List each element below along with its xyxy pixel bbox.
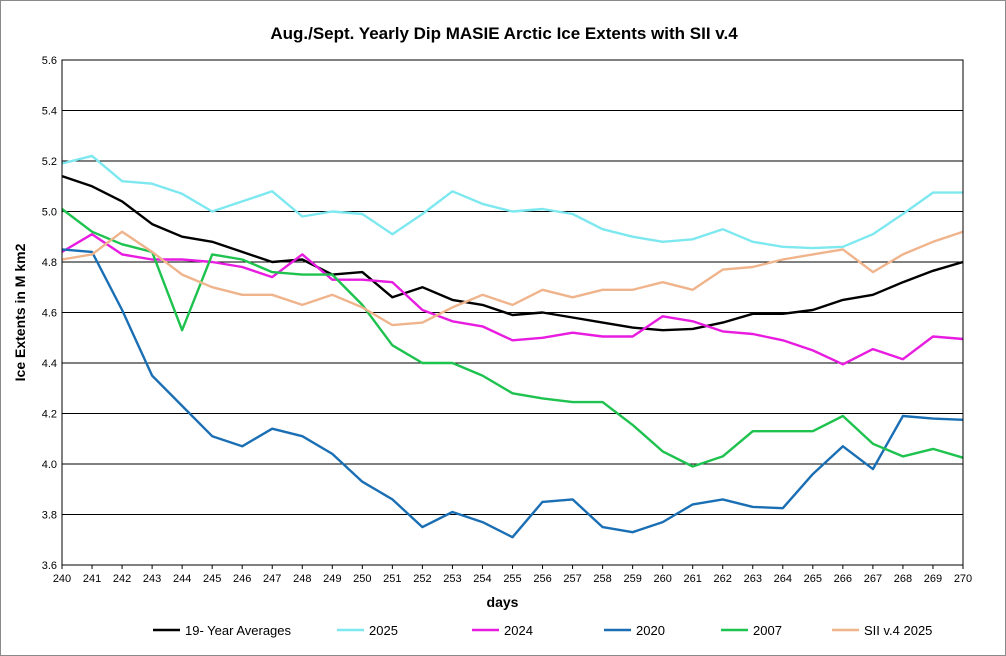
legend-label: 2024: [504, 623, 533, 638]
series-line-2007: [61, 208, 964, 468]
y-tick-labels: 3.6 3.8 4.0 4.2 4.4 4.6 4.8 5.0 5.2 5.4 5.6: [42, 55, 57, 572]
x-tick-label: 262: [714, 573, 732, 585]
x-tick-label: 243: [143, 573, 161, 585]
legend-label: 2007: [753, 623, 782, 638]
x-tick-label: 258: [593, 573, 611, 585]
x-tick-label: 255: [503, 573, 521, 585]
x-tick-label: 247: [263, 573, 281, 585]
series-line-2025: [61, 154, 963, 250]
x-tick-label: 246: [233, 573, 251, 585]
x-tick-labels: 240 241 242 243 244 245 246 247 248 249 250 251 252 2…: [53, 565, 972, 585]
y-tick-label: 3.6: [42, 560, 57, 572]
y-tick-label: 5.0: [42, 207, 57, 219]
y-tick-label: 4.8: [42, 257, 57, 269]
y-tick-label: 4.0: [42, 459, 57, 471]
x-tick-label: 265: [804, 573, 822, 585]
x-tick-label: 254: [473, 573, 491, 585]
y-tick-label: 5.6: [42, 55, 57, 67]
x-tick-label: 241: [83, 573, 101, 585]
x-tick-label: 268: [894, 573, 912, 585]
x-axis-title: days: [487, 594, 519, 610]
gridlines: [62, 59, 963, 566]
x-tick-label: 264: [774, 573, 792, 585]
y-tick-label: 5.4: [42, 106, 57, 118]
y-tick-label: 3.8: [42, 510, 57, 522]
x-tick-label: 253: [443, 573, 461, 585]
x-tick-label: 252: [413, 573, 431, 585]
x-tick-label: 240: [53, 573, 71, 585]
x-tick-label: 251: [383, 573, 401, 585]
legend: 19- Year Averages 2025 2024 2020 2007 SII v.4…: [153, 623, 932, 638]
y-tick-label: 4.4: [42, 358, 57, 370]
x-tick-label: 249: [323, 573, 341, 585]
x-tick-label: 244: [173, 573, 191, 585]
legend-label: SII v.4 2025: [864, 623, 932, 638]
x-tick-label: 267: [864, 573, 882, 585]
y-tick-label: 4.2: [42, 409, 57, 421]
legend-label: 2025: [369, 623, 398, 638]
x-tick-label: 263: [744, 573, 762, 585]
x-tick-label: 257: [563, 573, 581, 585]
series-line-19-year-averages: [61, 174, 964, 332]
x-tick-label: 245: [203, 573, 221, 585]
y-axis-title: Ice Extents in M km2: [12, 243, 28, 381]
x-tick-label: 250: [353, 573, 371, 585]
series-line-2024: [61, 232, 964, 366]
x-tick-label: 270: [954, 573, 972, 585]
x-tick-label: 261: [684, 573, 702, 585]
x-tick-label: 256: [533, 573, 551, 585]
x-tick-label: 266: [834, 573, 852, 585]
x-tick-label: 260: [653, 573, 671, 585]
series-line-sii-v-4-2025: [61, 230, 964, 327]
legend-label: 2020: [636, 623, 665, 638]
y-tick-label: 5.2: [42, 156, 57, 168]
plot-area-border: [61, 59, 964, 566]
x-tick-label: 242: [113, 573, 131, 585]
legend-label: 19- Year Averages: [185, 623, 292, 638]
series-lines: [61, 154, 964, 539]
y-tick-label: 4.6: [42, 308, 57, 320]
series-line-2020: [61, 248, 964, 539]
x-tick-label: 248: [293, 573, 311, 585]
x-tick-label: 269: [924, 573, 942, 585]
x-tick-label: 259: [623, 573, 641, 585]
chart-title: Aug./Sept. Yearly Dip MASIE Arctic Ice E…: [270, 24, 738, 43]
